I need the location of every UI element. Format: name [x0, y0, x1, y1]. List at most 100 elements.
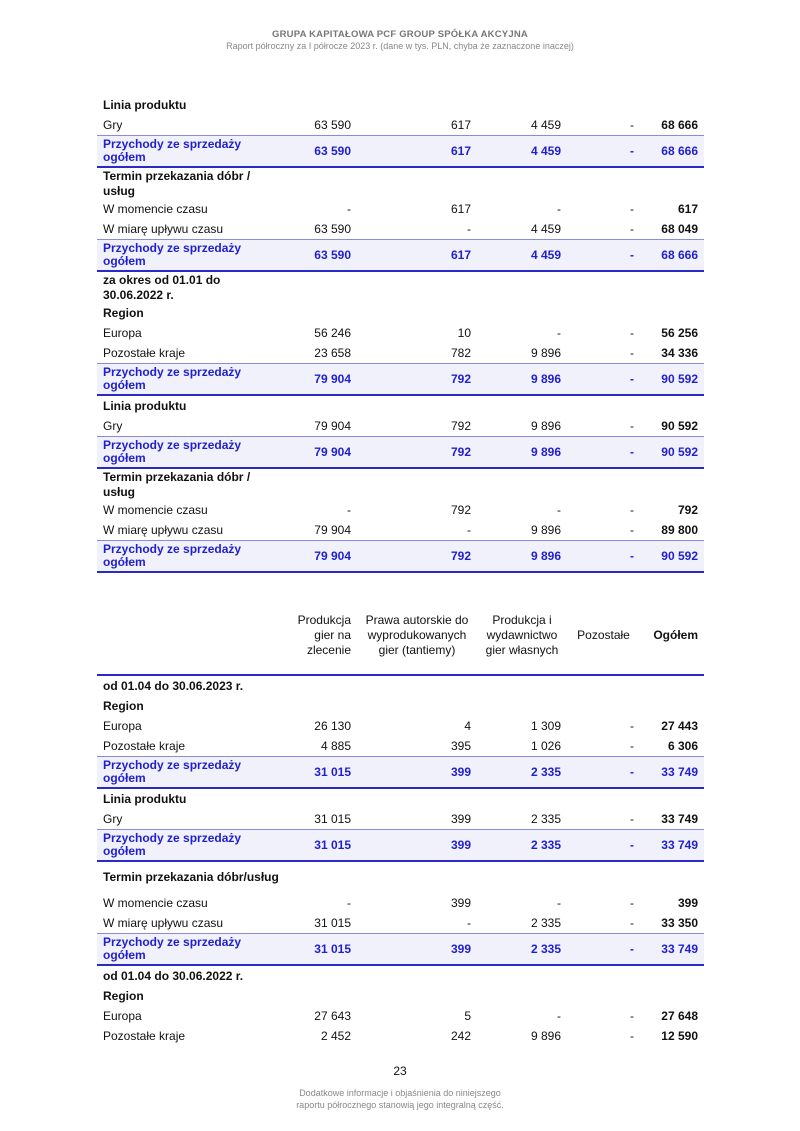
cell-value: -: [630, 346, 634, 360]
row-label: W miarę upływu czasu: [103, 523, 224, 537]
row-label: Region: [103, 988, 144, 1003]
cell-value: -: [630, 222, 634, 236]
row-label: W miarę upływu czasu: [103, 222, 224, 236]
cell-value: 2 335: [477, 756, 567, 789]
cell-value: 792: [357, 363, 477, 396]
cell-value: -: [347, 202, 351, 216]
table-row: Pozostałe kraje 4 885 395 1 026 - 6 306: [97, 736, 704, 757]
section-header-row: Termin przekazania dóbr/usług: [97, 861, 704, 893]
row-label: Przychody ze sprzedaży ogółem: [97, 135, 287, 168]
cell-value: 31 015: [314, 812, 351, 826]
table-row: Pozostałe kraje 23 658 782 9 896 - 34 336: [97, 343, 704, 364]
cell-value: 2 335: [530, 812, 561, 826]
empty-cell: [640, 303, 704, 323]
empty-cell: [357, 675, 477, 696]
empty-cell: [567, 675, 640, 696]
cell-value: -: [630, 812, 634, 826]
cell-value: -: [467, 523, 471, 537]
table-row: Europa 56 246 10 - - 56 256: [97, 323, 704, 343]
cell-value: 4 459: [477, 135, 567, 168]
empty-cell: [477, 167, 567, 199]
cell-value: -: [630, 523, 634, 537]
cell-value: 63 590: [287, 239, 357, 272]
empty-cell: [287, 271, 357, 303]
cell-value: 2 335: [477, 933, 567, 966]
empty-cell: [357, 271, 477, 303]
cell-value: 2 335: [477, 829, 567, 862]
cell-value: 4: [464, 719, 471, 733]
empty-cell: [567, 861, 640, 893]
empty-cell: [357, 95, 477, 115]
cell-total: 90 592: [640, 436, 704, 469]
section-header-row: Termin przekazania dóbr / usług: [97, 468, 704, 500]
cell-value: 4 459: [530, 118, 561, 132]
empty-cell: [640, 167, 704, 199]
cell-value: -: [567, 933, 640, 966]
cell-total: 617: [677, 202, 698, 216]
table-row: W momencie czasu - 792 - - 792: [97, 500, 704, 520]
row-label: Przychody ze sprzedaży ogółem: [97, 436, 287, 469]
empty-cell: [357, 696, 477, 716]
cell-total: 90 592: [640, 540, 704, 573]
empty-cell: [567, 696, 640, 716]
page-number: 23: [393, 1064, 407, 1078]
total-row: Przychody ze sprzedaży ogółem 79 904 792 9 …: [97, 540, 704, 573]
empty-cell: [567, 468, 640, 500]
footer-note-line: Dodatkowe informacje i objaśnienia do ni…: [299, 1088, 501, 1098]
cell-total: 68 049: [661, 222, 698, 236]
table-row: Europa 26 130 4 1 309 - 27 443: [97, 716, 704, 736]
cell-value: -: [557, 896, 561, 910]
cell-value: 399: [450, 896, 471, 910]
row-label: Region: [103, 698, 144, 713]
total-row: Przychody ze sprzedaży ogółem 31 015 399 2 …: [97, 756, 704, 789]
revenue-table-h1: Linia produktu Gry 63 590 617 4 459-68 666 Pr…: [97, 95, 704, 573]
cell-value: 4 459: [477, 239, 567, 272]
row-label: Pozostałe kraje: [103, 1029, 186, 1043]
cell-value: 9 896: [530, 523, 561, 537]
revenue-table-q2: Produkcja gier na zlecenie Prawa autorsk…: [97, 596, 704, 1046]
cell-value: 79 904: [287, 363, 357, 396]
cell-value: -: [630, 419, 634, 433]
empty-cell: [357, 395, 477, 416]
empty-cell: [287, 696, 357, 716]
row-label: Gry: [103, 118, 123, 132]
total-row: Przychody ze sprzedaży ogółem 31 015 399 2 …: [97, 933, 704, 966]
table-row: W momencie czasu - 617 - - 617: [97, 199, 704, 219]
cell-value: 2 452: [320, 1029, 351, 1043]
empty-cell: [640, 271, 704, 303]
row-label: Przychody ze sprzedaży ogółem: [97, 239, 287, 272]
cell-value: 1 026: [530, 739, 561, 753]
footer-note: Dodatkowe informacje i objaśnienia do ni…: [0, 1087, 800, 1111]
cell-total: 68 666: [640, 239, 704, 272]
cell-value: 399: [357, 756, 477, 789]
column-header-total: Ogółem: [640, 596, 704, 676]
column-header: Prawa autorskie do wyprodukowanych gier …: [357, 596, 477, 676]
empty-cell: [640, 986, 704, 1006]
cell-total: 68 666: [661, 118, 698, 132]
table-row: Gry 31 015 399 2 335 - 33 749: [97, 809, 704, 830]
cell-value: -: [557, 1009, 561, 1023]
empty-cell: [287, 395, 357, 416]
cell-total: 12 590: [661, 1029, 698, 1043]
cell-total: 68 666: [640, 135, 704, 168]
empty-cell: [287, 167, 357, 199]
row-label: Linia produktu: [103, 791, 187, 806]
empty-cell: [287, 95, 357, 115]
empty-cell: [567, 986, 640, 1006]
empty-cell: [357, 468, 477, 500]
empty-cell: [640, 395, 704, 416]
empty-cell: [477, 986, 567, 1006]
cell-value: -: [630, 896, 634, 910]
empty-cell: [357, 167, 477, 199]
report-company-title: GRUPA KAPITAŁOWA PCF GROUP SPÓŁKA AKCYJN…: [272, 29, 528, 40]
cell-value: 9 896: [477, 436, 567, 469]
cell-value: -: [630, 916, 634, 930]
cell-value: -: [630, 1009, 634, 1023]
empty-cell: [287, 965, 357, 986]
cell-total: 399: [677, 896, 698, 910]
column-header: Pozostałe: [567, 596, 640, 676]
row-label: od 01.04 do 30.06.2023 r.: [103, 678, 244, 693]
empty-cell: [640, 788, 704, 809]
footer-note-line: raportu półrocznego stanowią jego integr…: [296, 1100, 504, 1110]
empty-cell: [287, 788, 357, 809]
